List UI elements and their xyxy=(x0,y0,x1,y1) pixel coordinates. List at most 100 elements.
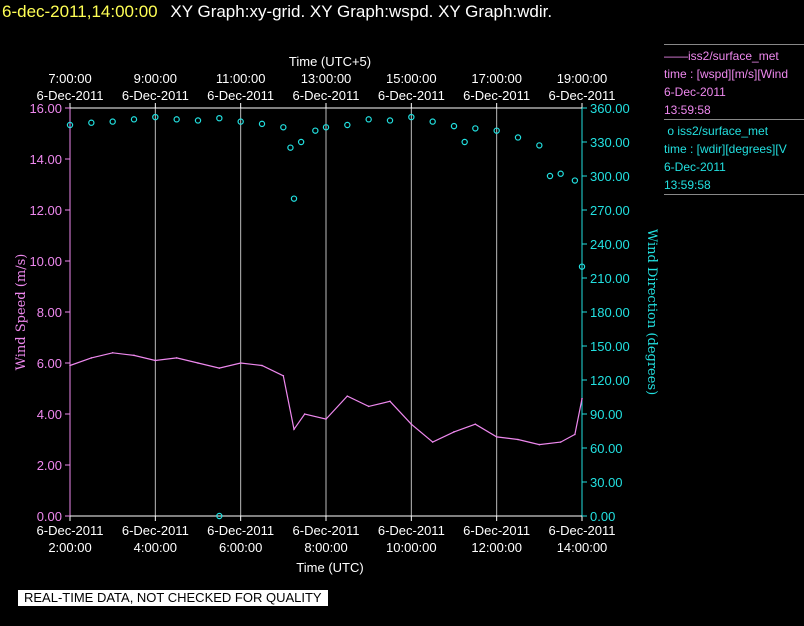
header-titles: XY Graph:xy-grid. XY Graph:wspd. XY Grap… xyxy=(170,2,553,21)
x-tick-label-time: 14:00:00 xyxy=(557,540,608,555)
data-point-wspd xyxy=(517,438,519,441)
x-top-tick-label-date: 6-Dec-2011 xyxy=(293,88,360,103)
x-tick-label-date: 6-Dec-2011 xyxy=(122,523,189,538)
data-point-wdir xyxy=(216,114,223,122)
header: 6-dec-2011,14:00:00 XY Graph:xy-grid. XY… xyxy=(2,2,552,22)
x-tick-label-time: 8:00:00 xyxy=(304,540,347,555)
data-point-wspd xyxy=(559,441,562,443)
data-point-wdir xyxy=(280,124,287,131)
y-left-tick-label: 10.00 xyxy=(29,254,62,269)
data-point-wdir xyxy=(557,170,564,177)
x-top-tick-label-date: 6-Dec-2011 xyxy=(37,88,104,103)
data-point-wspd xyxy=(581,397,583,400)
data-point-wdir xyxy=(536,142,543,149)
data-point-wdir xyxy=(194,117,202,124)
legend-time: 13:59:58 xyxy=(664,178,711,192)
header-time: 6-dec-2011,14:00:00 xyxy=(2,2,158,21)
legend-line-icon: —— xyxy=(664,49,688,63)
data-point-wspd xyxy=(389,400,391,403)
x-top-tick-label-time: 15:00:00 xyxy=(386,71,437,86)
y-right-tick-label: 240.00 xyxy=(590,237,630,252)
data-point-wspd xyxy=(197,362,199,364)
data-point-wdir-outlier xyxy=(216,512,223,520)
x-top-tick-label-date: 6-Dec-2011 xyxy=(207,88,274,103)
legend-circle-icon: o xyxy=(664,124,678,138)
x-tick-label-time: 6:00:00 xyxy=(219,540,262,555)
legend-time: 13:59:58 xyxy=(664,103,711,117)
legend-name: iss2/surface_met xyxy=(677,124,769,138)
y-axis-label-left: Wind Speed (m/s) xyxy=(14,254,29,371)
x-top-tick-label-time: 11:00:00 xyxy=(216,71,266,86)
x-top-tick-label-date: 6-Dec-2011 xyxy=(549,88,616,103)
y-left-tick-label: 12.00 xyxy=(29,203,62,218)
y-left-tick-label: 4.00 xyxy=(37,407,62,422)
x-tick-label-time: 10:00:00 xyxy=(386,540,437,555)
x-tick-label-date: 6-Dec-2011 xyxy=(463,523,530,538)
x-top-tick-label-time: 17:00:00 xyxy=(471,71,522,86)
data-point-wspd xyxy=(154,359,157,362)
data-point-wdir xyxy=(66,121,74,129)
x-tick-label-date: 6-Dec-2011 xyxy=(37,523,104,538)
data-point-wdir xyxy=(429,118,436,125)
data-point-wdir xyxy=(258,120,266,128)
data-point-wspd xyxy=(239,362,242,364)
data-point-wspd xyxy=(111,352,114,354)
data-point-wspd xyxy=(538,443,541,446)
legend-field: time : [wdir][degrees][V xyxy=(664,142,787,156)
x-top-tick-label-time: 7:00:00 xyxy=(48,71,91,86)
data-point-wspd xyxy=(474,423,477,426)
y-left-tick-label: 0.00 xyxy=(37,509,62,524)
data-point-wspd xyxy=(303,413,306,415)
y-left-tick-label: 2.00 xyxy=(37,458,62,473)
ticks: 6-Dec-2011 2:00:00 6-Dec-2011 4:00:00 6-Dec-… xyxy=(29,71,629,555)
y-right-tick-label: 90.00 xyxy=(590,407,623,422)
legend-date: 6-Dec-2011 xyxy=(664,85,726,99)
grid-lines xyxy=(154,108,498,516)
x-top-tick-label-date: 6-Dec-2011 xyxy=(122,88,189,103)
y-left-tick-label: 16.00 xyxy=(29,101,62,116)
x-tick-label-date: 6-Dec-2011 xyxy=(378,523,445,538)
data-point-wdir xyxy=(514,134,522,141)
y-left-tick-label: 8.00 xyxy=(37,305,62,320)
data-point-wdir xyxy=(152,113,159,121)
x-top-tick-label-time: 13:00:00 xyxy=(301,71,352,86)
y-right-tick-label: 210.00 xyxy=(590,271,630,286)
data-point-wdir xyxy=(322,124,330,131)
data-point-wspd xyxy=(282,374,285,377)
data-point-wspd xyxy=(175,357,178,359)
data-point-wdir xyxy=(493,127,500,134)
data-point-wspd xyxy=(133,354,135,357)
y-right-tick-label: 60.00 xyxy=(590,441,623,456)
y-right-tick-label: 300.00 xyxy=(590,169,630,184)
y-right-tick-label: 150.00 xyxy=(590,339,630,354)
y-left-tick-label: 6.00 xyxy=(37,356,62,371)
x-top-tick-label-date: 6-Dec-2011 xyxy=(463,88,530,103)
data-point-wspd xyxy=(293,428,295,431)
data-point-wspd xyxy=(346,395,349,397)
y-right-tick-label: 180.00 xyxy=(590,305,630,320)
x-axis-label-top: Time (UTC+5) xyxy=(289,54,371,69)
series-layer xyxy=(66,113,586,520)
data-point-wdir xyxy=(130,116,138,123)
data-point-wdir xyxy=(290,195,298,202)
data-point-wdir xyxy=(312,127,319,134)
data-point-wdir xyxy=(461,138,468,146)
y-right-tick-label: 120.00 xyxy=(590,373,630,388)
data-point-wdir xyxy=(472,125,479,132)
x-tick-label-time: 4:00:00 xyxy=(134,540,177,555)
data-point-wdir xyxy=(578,263,586,270)
y-right-tick-label: 330.00 xyxy=(590,135,630,150)
legend-item-wspd: ——iss2/surface_met time : [wspd][m/s][Wi… xyxy=(664,44,804,119)
data-point-wspd xyxy=(431,441,434,443)
data-point-wspd xyxy=(574,433,576,436)
x-tick-label-date: 6-Dec-2011 xyxy=(293,523,360,538)
x-tick-label-time: 2:00:00 xyxy=(48,540,91,555)
legend-date: 6-Dec-2011 xyxy=(664,160,726,174)
legend-item-wdir: o iss2/surface_met time : [wdir][degrees… xyxy=(664,119,804,195)
data-point-wspd xyxy=(325,418,327,420)
data-point-wspd xyxy=(218,367,221,369)
x-top-tick-label-date: 6-Dec-2011 xyxy=(378,88,445,103)
data-point-wspd xyxy=(453,431,455,433)
quality-banner: REAL-TIME DATA, NOT CHECKED FOR QUALITY xyxy=(18,590,328,606)
x-axis-label-bottom: Time (UTC) xyxy=(296,560,363,575)
